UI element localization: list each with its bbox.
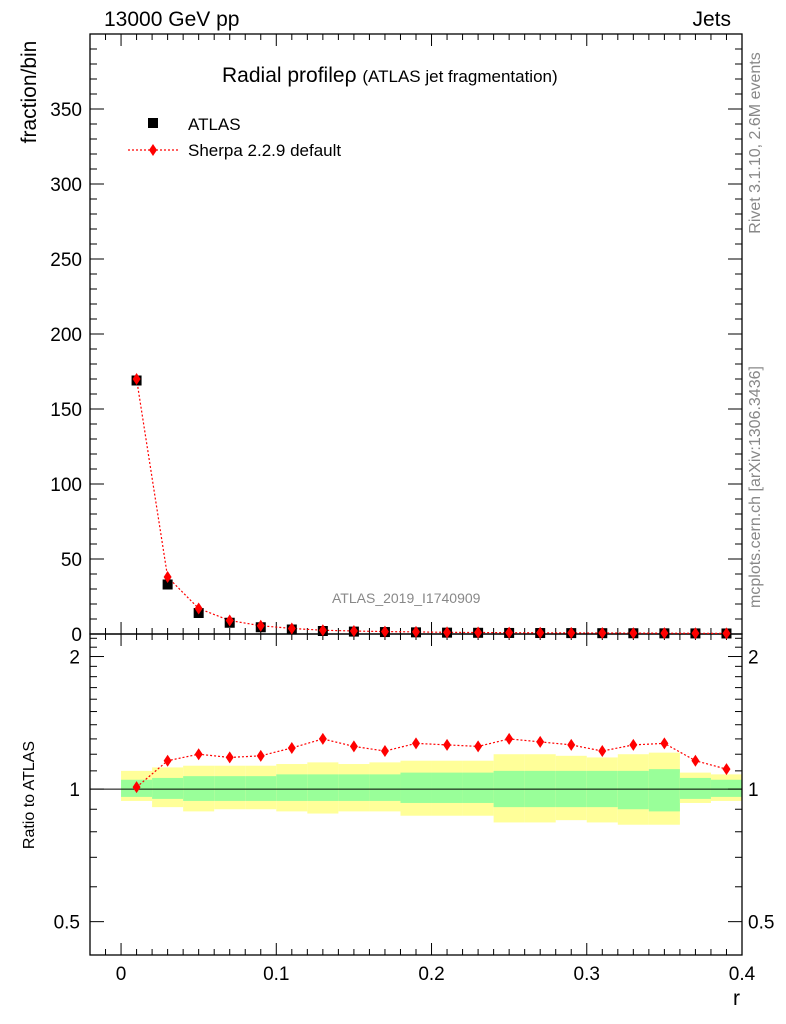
mc-point	[598, 626, 607, 639]
ratio-band-inner	[648, 769, 680, 812]
ratio-mc-point	[629, 738, 638, 751]
mc-point	[256, 619, 265, 632]
mc-point	[318, 624, 327, 637]
legend-data-label: ATLAS	[188, 115, 241, 134]
ratio-band-inner	[214, 776, 246, 801]
main-y-tick-label: 350	[50, 100, 82, 121]
ratio-mc-point	[256, 749, 265, 762]
ratio-band-layer	[90, 752, 742, 825]
mc-point	[380, 625, 389, 638]
ratio-y-tick-label: 0.5	[54, 913, 80, 934]
ratio-mc-point	[132, 781, 141, 794]
ratio-mc-point	[660, 737, 669, 750]
ratio-mc-point	[722, 763, 731, 776]
main-y-tick-label: 50	[61, 550, 82, 571]
main-chart-title: Radial profileρ (ATLAS jet fragmentation…	[222, 64, 558, 88]
main-y-tick-label: 150	[50, 400, 82, 421]
ratio-mc-point	[318, 732, 327, 745]
mc-line	[135, 378, 727, 635]
mc-point	[132, 373, 141, 385]
ratio-y-tick-label-right: 2	[748, 648, 759, 669]
mc-point	[567, 626, 576, 639]
x-tick-label: 0.3	[574, 964, 600, 985]
ratio-mc-point	[505, 732, 514, 745]
main-chart-title-symbol: ρ	[344, 64, 357, 87]
ratio-mc-point	[567, 738, 576, 751]
ratio-y-tick-label-right: 1	[748, 780, 759, 801]
x-tick-label: 0.2	[418, 964, 444, 985]
ratio-band-inner	[245, 776, 277, 801]
energy-label: 13000 GeV pp	[104, 8, 240, 31]
mc-point	[474, 626, 483, 639]
ratio-mc-line	[136, 738, 727, 788]
main-y-tick-label: 0	[71, 625, 82, 646]
main-chart-title-text: Radial profile	[222, 64, 345, 87]
ratio-band-inner	[710, 779, 742, 797]
mc-point	[443, 626, 452, 639]
ratio-mc-point	[163, 754, 172, 767]
ratio-mc-point	[443, 738, 452, 751]
main-y-tick-label: 300	[50, 175, 82, 196]
ratio-mc-point	[225, 751, 234, 764]
mc-point	[629, 627, 638, 640]
mcplots-label: mcplots.cern.ch [arXiv:1306.3436]	[747, 366, 764, 608]
ratio-y-tick-label: 2	[69, 648, 80, 669]
main-y-tick-label: 100	[50, 475, 82, 496]
ratio-y-axis-label: Ratio to ATLAS	[21, 740, 38, 850]
ratio-band-inner	[276, 774, 308, 801]
ratio-mc-point	[474, 740, 483, 753]
mc-point	[225, 614, 234, 627]
mc-point	[349, 625, 358, 637]
main-chart-title-suffix: (ATLAS jet fragmentation)	[362, 67, 558, 86]
mc-point	[536, 626, 545, 639]
legend-mc-label: Sherpa 2.2.9 default	[188, 141, 341, 160]
ratio-mc-point	[287, 741, 296, 754]
legend-data-marker	[148, 118, 158, 128]
ratio-mc-point	[380, 745, 389, 758]
ratio-band-inner	[183, 776, 215, 801]
ratio-band-inner	[307, 774, 339, 801]
mc-point	[287, 622, 296, 635]
ratio-mc-point	[349, 740, 358, 753]
legend-mc-marker	[149, 144, 157, 156]
ratio-mc-point	[194, 748, 203, 761]
rivet-version-label: Rivet 3.1.10, 2.6M events	[747, 52, 764, 234]
mc-point	[412, 625, 420, 638]
data-point	[162, 579, 173, 590]
ratio-band-inner	[152, 777, 184, 799]
main-y-tick-label: 200	[50, 325, 82, 346]
mc-point	[163, 571, 172, 583]
x-tick-label: 0.4	[729, 964, 756, 985]
mc-point	[505, 626, 514, 639]
ratio-y-tick-label-right: 0.5	[748, 913, 774, 934]
x-axis-label: r	[733, 987, 740, 1010]
x-tick-label: 0	[116, 964, 127, 985]
mc-point	[660, 627, 669, 640]
ratio-band-inner	[400, 772, 432, 803]
ratio-mc-point	[536, 735, 545, 748]
ratio-band-inner	[617, 770, 649, 810]
ratio-band-inner	[369, 774, 401, 801]
main-y-tick-label: 250	[50, 250, 82, 271]
mc-point	[691, 627, 700, 640]
legend: ATLAS Sherpa 2.2.9 default	[128, 115, 341, 160]
ratio-band-inner	[462, 772, 494, 803]
mark-layer	[131, 373, 732, 794]
x-tick-label: 0.1	[263, 964, 289, 985]
ratio-mc-point	[412, 737, 420, 750]
ratio-band-inner	[431, 772, 463, 803]
analysis-watermark: ATLAS_2019_I1740909	[332, 590, 481, 606]
mc-point	[722, 627, 731, 640]
mc-point	[194, 602, 203, 615]
main-y-axis-label: fraction/bin	[18, 40, 41, 144]
ratio-band-inner	[338, 774, 370, 801]
process-label: Jets	[692, 8, 731, 31]
ratio-y-tick-label: 1	[69, 780, 80, 801]
tick-layer: 0 0.1 0.2 0.3 0.4 0 50 100 150 200 250 300 350 0.5 0.5…	[50, 34, 774, 985]
ratio-mc-point	[691, 754, 700, 767]
ratio-band-inner	[679, 777, 711, 799]
ratio-mc-point	[598, 745, 607, 758]
